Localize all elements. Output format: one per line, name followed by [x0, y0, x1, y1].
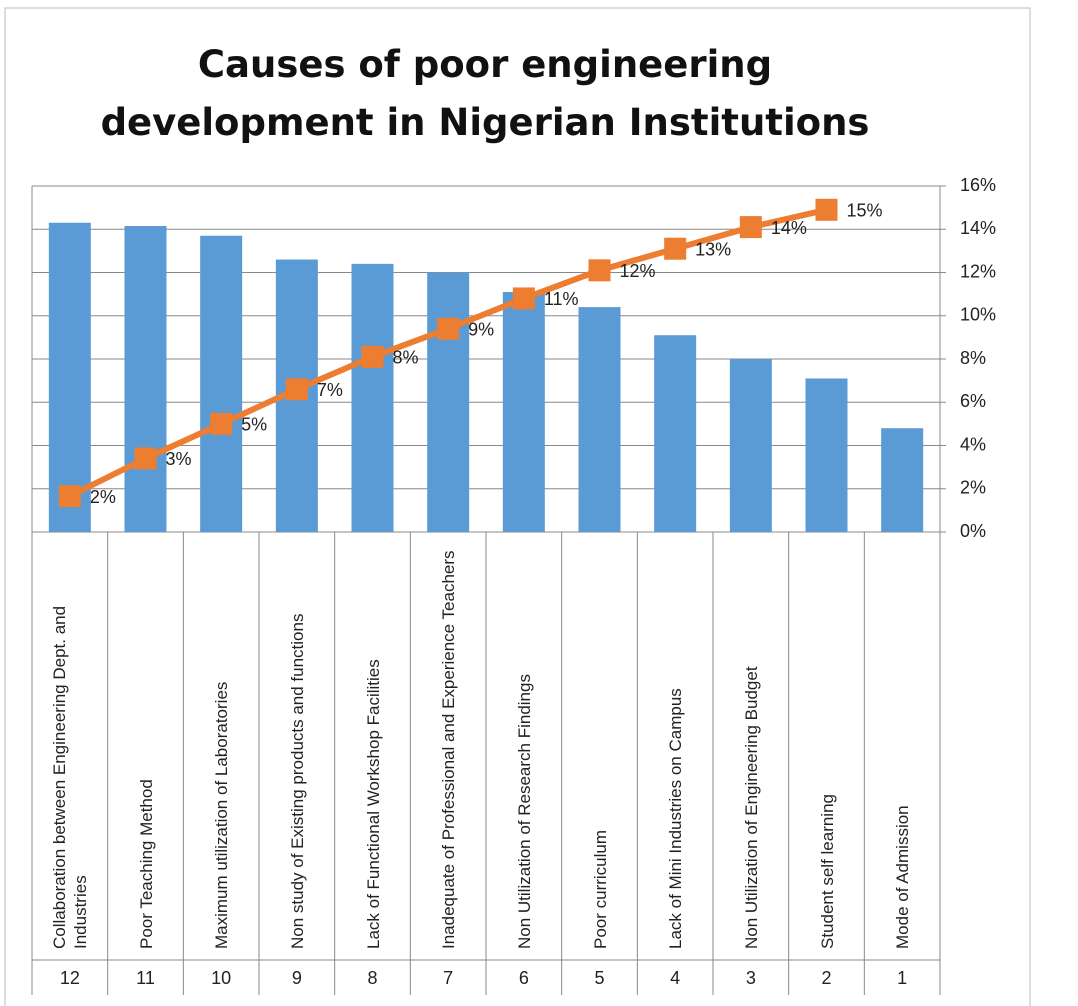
- y2-tick-label: 6%: [960, 391, 986, 411]
- category-number: 2: [821, 968, 831, 988]
- x-tick-label: Collaboration between Engineering Dept. …: [49, 605, 90, 949]
- category-number: 12: [60, 968, 80, 988]
- line-marker: [815, 198, 838, 221]
- y2-tick-label: 4%: [960, 434, 986, 454]
- x-tick-label: Student self learning: [817, 794, 836, 949]
- bar: [805, 378, 848, 532]
- category-number: 7: [443, 968, 453, 988]
- category-number: 10: [211, 968, 231, 988]
- x-tick-label: Mode of Admission: [892, 805, 912, 949]
- bar: [881, 428, 924, 532]
- x-tick-label: Lack of Mini Industries on Campus: [665, 688, 685, 949]
- data-label: 2%: [90, 487, 116, 507]
- line-marker: [58, 485, 81, 508]
- y2-tick-label: 12%: [960, 261, 996, 281]
- line-marker: [361, 345, 384, 368]
- bar: [729, 359, 772, 532]
- bar: [200, 235, 243, 533]
- line-marker: [210, 412, 233, 435]
- category-number: 5: [594, 968, 604, 988]
- y2-tick-label: 0%: [960, 521, 986, 541]
- category-number: 8: [367, 968, 377, 988]
- data-label: 9%: [468, 319, 494, 339]
- y2-tick-label: 10%: [960, 305, 996, 325]
- x-tick-label: Non study of Existing products and funct…: [287, 613, 307, 949]
- data-label: 14%: [771, 218, 807, 238]
- category-number: 3: [746, 968, 756, 988]
- x-tick-label: Lack of Functional Workshop Facilities: [363, 659, 382, 949]
- data-label: 5%: [241, 415, 267, 435]
- y2-tick-label: 14%: [960, 218, 996, 238]
- line-marker: [285, 378, 308, 401]
- data-label: 8%: [393, 348, 419, 368]
- chart-border: [4, 7, 1031, 1006]
- chart-title: Causes of poor engineering development i…: [100, 43, 870, 144]
- category-number: 9: [292, 968, 302, 988]
- x-tick-label: Poor curriculum: [590, 829, 609, 949]
- data-label: 13%: [695, 239, 731, 259]
- line-marker: [512, 287, 535, 310]
- bar: [502, 291, 545, 532]
- line-marker: [739, 216, 762, 239]
- data-label: 12%: [620, 261, 656, 281]
- y2-tick-label: 16%: [960, 175, 996, 195]
- data-label: 15%: [847, 201, 883, 221]
- x-tick-label: Inadequate of Professional and Experienc…: [438, 550, 458, 949]
- data-label: 7%: [317, 380, 343, 400]
- x-tick-label: Maximum utilization of Laboratories: [211, 681, 231, 949]
- bar: [351, 263, 394, 532]
- bar: [578, 307, 621, 532]
- category-number: 4: [670, 968, 680, 988]
- bar: [427, 272, 470, 532]
- x-tick-label: Non Utilization of Research Findings: [514, 674, 534, 949]
- line-marker: [437, 317, 460, 340]
- data-label: 3%: [166, 449, 192, 469]
- line-marker: [664, 237, 687, 260]
- y2-tick-label: 8%: [960, 348, 986, 368]
- category-number: 1: [897, 968, 907, 988]
- data-label: 11%: [544, 289, 579, 309]
- bar: [654, 335, 697, 532]
- x-tick-label: Poor Teaching Method: [136, 779, 155, 949]
- category-number: 11: [136, 968, 155, 988]
- bar: [48, 222, 91, 532]
- bar: [124, 226, 167, 532]
- line-marker: [588, 259, 611, 282]
- line-marker: [134, 447, 157, 470]
- x-tick-label: Non Utilization of Engineering Budget: [741, 666, 761, 949]
- category-number: 6: [519, 968, 529, 988]
- y2-tick-label: 2%: [960, 478, 986, 498]
